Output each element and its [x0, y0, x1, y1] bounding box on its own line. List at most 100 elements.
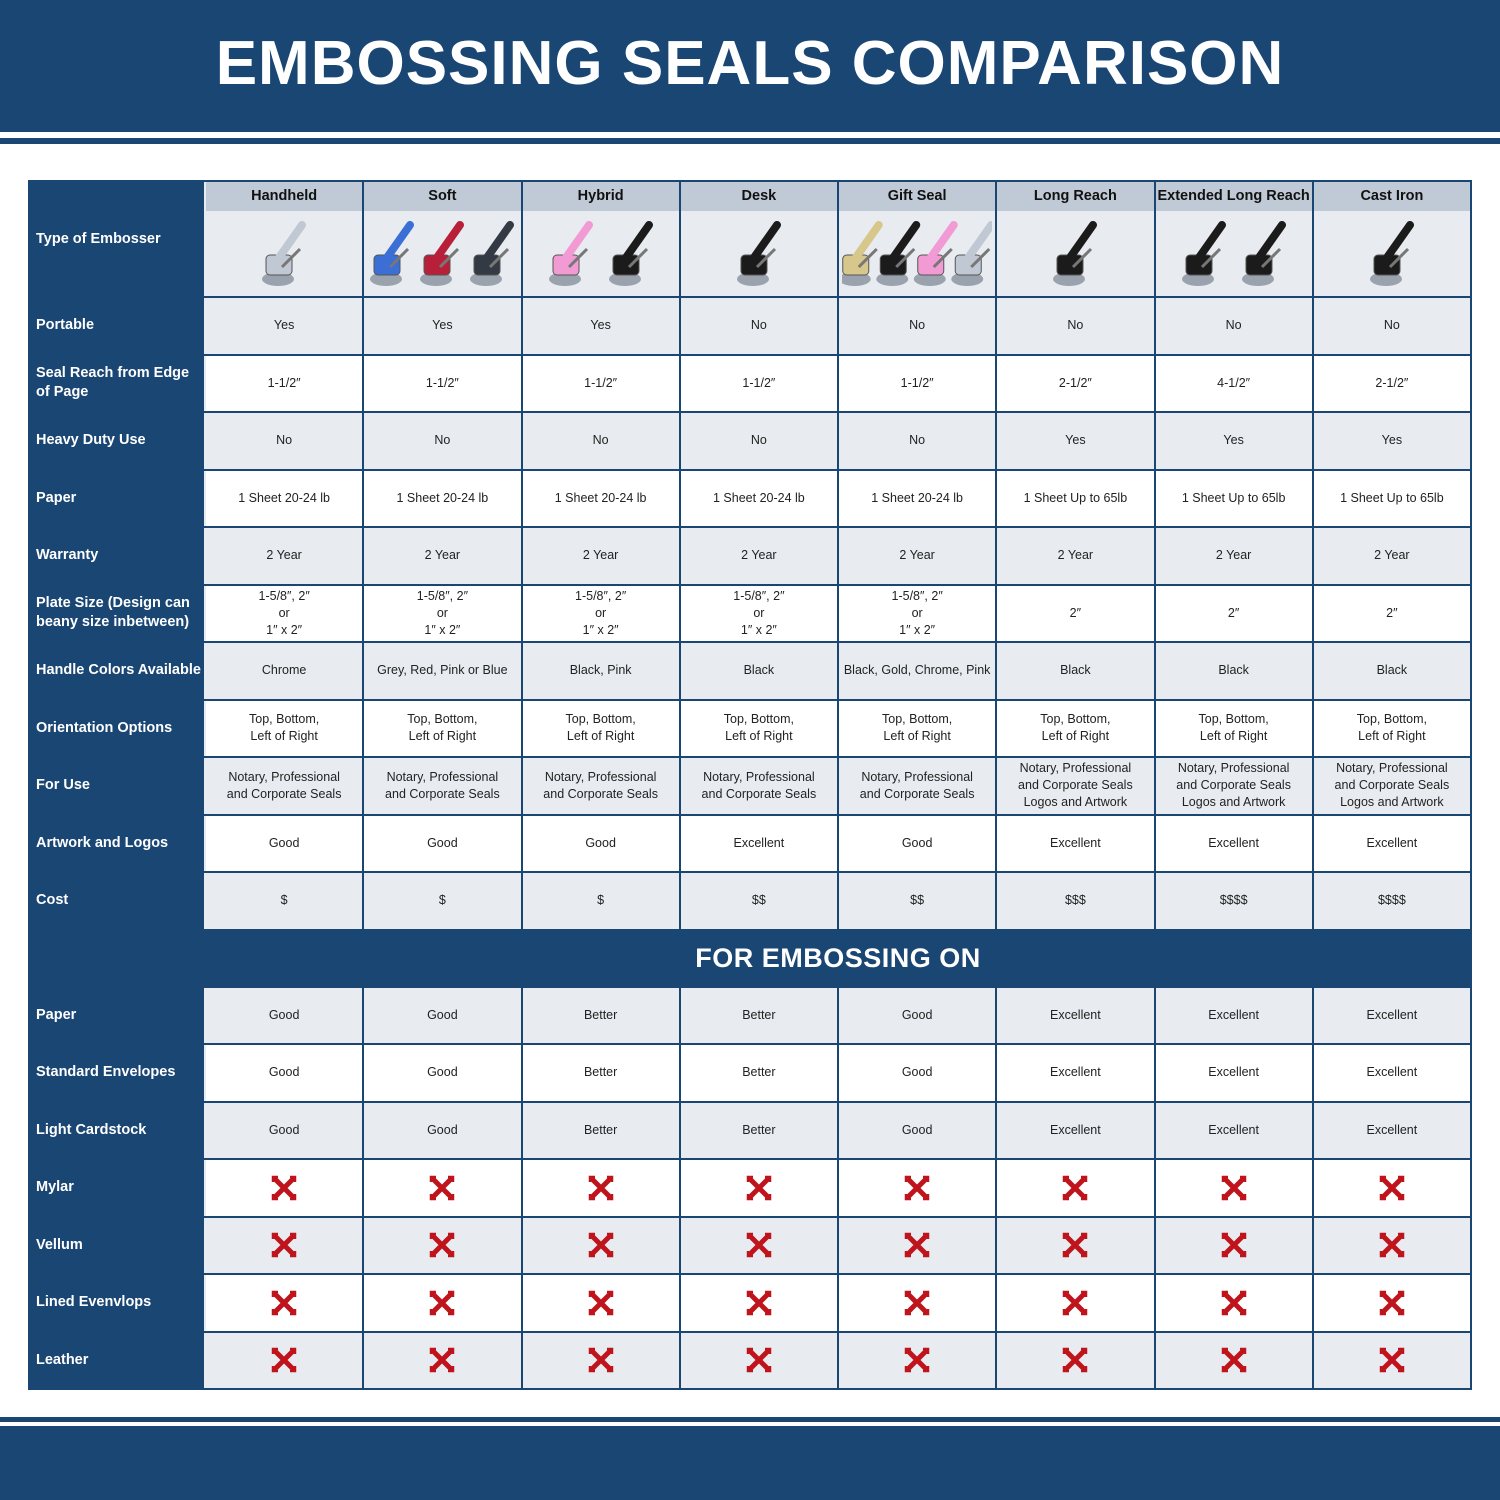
cell-value: Notary, Professional and Corporate Seals	[543, 769, 658, 801]
row-label: Mylar	[30, 1160, 206, 1216]
table-row: Cost $ $ $ $$ $$ $$$ $$$$ $$$$	[30, 871, 1470, 929]
cell-value: Chrome	[261, 663, 307, 678]
cell-value: $$$$	[1219, 893, 1248, 908]
red-x-icon	[1379, 1175, 1405, 1200]
type-name: Extended Long Reach	[1155, 182, 1312, 211]
table-cell	[362, 1275, 521, 1331]
table-cell: 1-5/8″, 2″ or 1″ x 2″	[837, 585, 996, 641]
table-cell: Notary, Professional and Corporate Seals	[520, 758, 679, 814]
embosser-image	[838, 211, 996, 296]
cell-value: Notary, Professional and Corporate Seals	[226, 769, 342, 801]
type-cell: Long Reach	[995, 182, 1154, 296]
table-cell: 1 Sheet Up to 65lb	[1311, 470, 1470, 526]
cell-value: Notary, Professional and Corporate Seals…	[1176, 761, 1291, 810]
table-cell: 1 Sheet 20-24 lb	[206, 470, 363, 526]
table-row: Light Cardstock Good Good Better Better Good E…	[30, 1100, 1470, 1158]
table-cell: $$	[678, 873, 837, 929]
table-cell	[678, 1160, 837, 1216]
cell-value: 2 Year	[582, 548, 619, 563]
type-name: Desk	[680, 182, 837, 211]
table-cell: Good	[206, 987, 363, 1043]
table-cell: Good	[362, 1102, 521, 1158]
cell-value: 1-5/8″, 2″ or 1″ x 2″	[258, 588, 310, 637]
cell-value: 2-1/2″	[1375, 375, 1409, 390]
table-cell: $$$	[995, 873, 1154, 929]
type-cell: Hybrid	[520, 182, 679, 296]
red-x-icon	[746, 1233, 772, 1258]
table-cell: Top, Bottom, Left of Right	[1311, 700, 1470, 756]
cell-value: Yes	[432, 318, 453, 333]
cell-value: Excellent	[1366, 1065, 1418, 1080]
table-cell: Better	[678, 1102, 837, 1158]
table-cell: 1 Sheet 20-24 lb	[837, 470, 996, 526]
red-x-icon	[904, 1175, 930, 1200]
cell-value: Excellent	[1208, 1007, 1259, 1022]
table-cell: No	[995, 298, 1154, 354]
row-label: Orientation Options	[30, 700, 206, 756]
cell-value: Excellent	[1050, 1007, 1101, 1022]
type-name: Hybrid	[522, 182, 679, 211]
row-label: Leather	[30, 1332, 206, 1388]
row-label: Heavy Duty Use	[30, 413, 206, 469]
table-cell	[678, 1332, 837, 1388]
type-cell: Cast Iron	[1311, 182, 1470, 296]
cell-value: 2 Year	[741, 548, 777, 563]
cell-value: Black, Pink	[569, 663, 632, 678]
table-cell: Black	[1311, 643, 1470, 699]
table-cell: $	[362, 873, 521, 929]
cell-value: 2 Year	[899, 548, 935, 563]
cell-value: Excellent	[1208, 1122, 1259, 1137]
table-cell: No	[362, 413, 521, 469]
page-footer	[0, 1426, 1500, 1500]
cell-value: Good	[901, 1007, 933, 1022]
table-cell	[1311, 1332, 1470, 1388]
cell-value: $	[280, 893, 288, 908]
red-x-icon	[746, 1175, 772, 1200]
table-cell: 1-5/8″, 2″ or 1″ x 2″	[206, 585, 363, 641]
cell-value: Top, Bottom, Left of Right	[565, 712, 636, 744]
table-cell	[995, 1160, 1154, 1216]
cell-value: Excellent	[1208, 835, 1259, 850]
cell-value: 2″	[1069, 605, 1082, 620]
table-cell: 1-5/8″, 2″ or 1″ x 2″	[678, 585, 837, 641]
cell-value: 1-5/8″, 2″ or 1″ x 2″	[733, 588, 785, 637]
row-label: Handle Colors Available	[30, 643, 206, 699]
table-cell	[1311, 1275, 1470, 1331]
cell-value: $	[438, 893, 446, 908]
type-cell: Soft	[362, 182, 521, 296]
type-cell: Gift Seal	[837, 182, 996, 296]
table-cell: 1 Sheet Up to 65lb	[1153, 470, 1312, 526]
cell-value: $	[597, 893, 605, 908]
comparison-table: Type of Embosser Handheld Soft Hybrid Desk Gi…	[28, 180, 1472, 1390]
red-x-icon	[271, 1290, 297, 1315]
table-cell: Better	[520, 1102, 679, 1158]
table-cell: Better	[678, 1045, 837, 1101]
red-x-icon	[1063, 1290, 1088, 1315]
table-cell	[678, 1217, 837, 1273]
cell-value: $$	[751, 893, 766, 908]
cell-value: Good	[901, 1122, 933, 1137]
red-x-icon	[904, 1290, 930, 1315]
table-cell	[1153, 1160, 1312, 1216]
cell-value: Excellent	[1366, 835, 1418, 850]
cell-value: 1 Sheet 20-24 lb	[871, 490, 963, 505]
cell-value: No	[909, 433, 926, 448]
table-row: Vellum	[30, 1215, 1470, 1273]
table-cell: Better	[520, 987, 679, 1043]
cell-value: No	[1383, 318, 1400, 333]
cell-value: 1 Sheet Up to 65lb	[1023, 490, 1128, 505]
table-cell: 2 Year	[520, 528, 679, 584]
table-cell: Good	[206, 815, 363, 871]
cell-value: 1 Sheet Up to 65lb	[1181, 490, 1286, 505]
table-cell: Good	[520, 815, 679, 871]
cell-value: 2 Year	[1215, 548, 1252, 563]
table-cell: 2 Year	[362, 528, 521, 584]
table-cell: Notary, Professional and Corporate Seals…	[1311, 758, 1470, 814]
table-cell: Notary, Professional and Corporate Seals…	[1153, 758, 1312, 814]
red-x-icon	[1221, 1175, 1246, 1200]
red-x-icon	[588, 1175, 613, 1200]
red-x-icon	[1063, 1175, 1088, 1200]
table-cell	[1153, 1332, 1312, 1388]
table-cell: 2″	[1153, 585, 1312, 641]
red-x-icon	[430, 1348, 455, 1373]
